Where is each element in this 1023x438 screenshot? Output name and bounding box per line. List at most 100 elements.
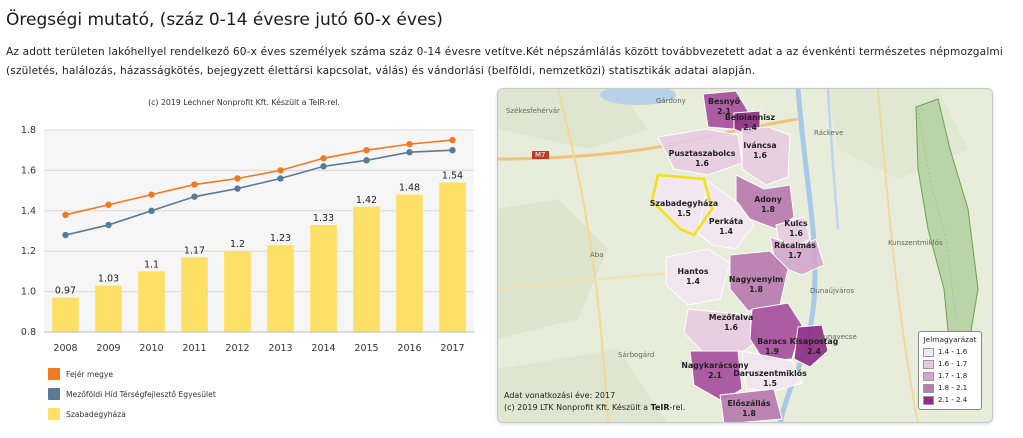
x-tick-label: 2011 xyxy=(182,343,206,354)
settlement-name: Kisapostag xyxy=(789,337,839,346)
legend-item[interactable]: Fejér megye xyxy=(48,364,216,384)
legend-label: Fejér megye xyxy=(66,369,113,379)
terrain-patch xyxy=(498,349,667,422)
place-label: Sárbogárd xyxy=(618,351,655,359)
bar-data-label: 1.2 xyxy=(230,239,245,250)
y-tick-label: 1.2 xyxy=(21,246,36,257)
settlement-name: Mezőfalva xyxy=(708,313,754,322)
series-point-0 xyxy=(191,181,198,188)
settlement-label[interactable]: Szabadegyháza 1.5 xyxy=(650,199,718,219)
settlement-label[interactable]: Nagyvenyim 1.8 xyxy=(729,275,783,295)
map-credit: (c) 2019 LTK Nonprofit Kft. Készült a Te… xyxy=(504,402,685,414)
bar-2014 xyxy=(310,224,337,332)
settlement-value: 1.9 xyxy=(765,347,779,356)
series-line-1 xyxy=(65,149,453,236)
settlement-name: Rácalmás xyxy=(774,241,816,250)
settlement-name: Iváncsa xyxy=(743,141,777,150)
x-tick-label: 2013 xyxy=(268,343,292,354)
settlement-name: Adony xyxy=(754,195,782,204)
settlement-value: 2.4 xyxy=(807,347,821,356)
series-point-1 xyxy=(234,185,241,192)
settlement-name: Kulcs xyxy=(784,219,808,228)
map-credit-brand: TeIR xyxy=(650,403,670,412)
bar-data-label: 1.17 xyxy=(184,245,205,256)
chart-panel: (c) 2019 Lechner Nonprofit Kft. Készült … xyxy=(0,92,488,438)
series-point-0 xyxy=(363,147,370,154)
map-legend-row: 1.8 - 2.1 xyxy=(923,382,977,394)
forest-path xyxy=(917,108,957,320)
place-label: Dunaújváros xyxy=(810,287,855,295)
settlement-label[interactable]: Daruszentmiklós 1.5 xyxy=(733,369,807,389)
x-tick-label: 2017 xyxy=(440,343,464,354)
series-point-0 xyxy=(449,136,456,144)
settlement-value: 1.8 xyxy=(742,409,756,418)
settlement-value: 1.5 xyxy=(677,209,691,218)
y-tick-label: 1.6 xyxy=(21,165,36,176)
map-legend-swatch xyxy=(923,371,934,381)
settlement-value: 1.6 xyxy=(695,159,709,168)
settlement-7 xyxy=(775,216,811,248)
settlement-label[interactable]: Pusztaszabolcs 1.6 xyxy=(669,149,736,169)
bar-2008 xyxy=(52,297,79,332)
settlement-name: Nagyvenyim xyxy=(728,275,784,284)
settlement-label[interactable]: Rácalmás 1.7 xyxy=(774,241,816,261)
settlement-name: Nagykarácsony xyxy=(681,361,749,370)
settlement-6 xyxy=(697,180,755,250)
map-credit-prefix: (c) 2019 LTK Nonprofit Kft. Készült a xyxy=(504,403,651,412)
x-tick-label: 2009 xyxy=(96,343,120,354)
settlement-name: Szabadegyháza xyxy=(649,199,719,208)
settlement-label[interactable]: Kulcs 1.6 xyxy=(784,219,807,239)
settlement-value: 2.4 xyxy=(743,123,757,132)
bar-2012 xyxy=(224,251,251,332)
bar-data-label: 1.42 xyxy=(356,195,377,206)
settlement-label[interactable]: Baracs 1.9 xyxy=(757,337,787,357)
settlement-label[interactable]: Hantos 1.4 xyxy=(677,267,708,287)
map-legend-label: 1.7 - 1.8 xyxy=(938,372,968,380)
legend-item[interactable]: Mezőföldi Híd Térségfejlesztő Egyesület xyxy=(48,384,216,404)
settlement-name: Pusztaszabolcs xyxy=(668,149,736,158)
settlement-name: Előszállás xyxy=(727,399,771,408)
settlement-label[interactable]: Perkáta 1.4 xyxy=(709,217,743,237)
place-label: Aba xyxy=(590,251,604,259)
settlement-label[interactable]: Előszállás 1.8 xyxy=(727,399,770,419)
series-line-0 xyxy=(65,139,453,216)
series-point-1 xyxy=(449,147,456,154)
settlement-label[interactable]: Nagykarácsony 2.1 xyxy=(681,361,748,381)
place-label: Székesfehérvár xyxy=(506,107,560,115)
settlement-value: 1.4 xyxy=(686,277,700,286)
terrain-patch xyxy=(498,199,608,339)
legend-label: Mezőföldi Híd Térségfejlesztő Egyesület xyxy=(66,389,216,399)
map-legend-swatch xyxy=(923,347,934,357)
settlement-label[interactable]: Beloiannisz 2.4 xyxy=(725,113,775,133)
settlement-value: 1.6 xyxy=(789,229,803,238)
settlement-name: Perkáta xyxy=(708,217,744,226)
series-point-1 xyxy=(406,149,413,156)
settlement-label[interactable]: Adony 1.8 xyxy=(754,195,782,215)
map-legend: Jelmagyarázat 1.4 - 1.6 1.6 - 1.7 1.7 - 1.… xyxy=(918,331,982,410)
settlement-label[interactable]: Iváncsa 1.6 xyxy=(743,141,776,161)
series-point-1 xyxy=(148,207,155,214)
map-legend-row: 2.1 - 2.4 xyxy=(923,394,977,406)
settlement-label[interactable]: Kisapostag 2.4 xyxy=(790,337,839,357)
x-tick-label: 2014 xyxy=(311,343,335,354)
settlement-12 xyxy=(749,302,803,362)
lake xyxy=(600,89,676,105)
legend-item[interactable]: Szabadegyháza xyxy=(48,404,216,424)
choropleth-map[interactable]: Besnyő 2.1 Beloiannisz 2.4 Pusztaszabolcs 1.6… xyxy=(497,88,993,423)
settlement-label[interactable]: Besnyő 2.1 xyxy=(708,97,740,117)
settlement-value: 1.6 xyxy=(753,151,767,160)
map-legend-swatch xyxy=(923,383,934,393)
settlement-label[interactable]: Mezőfalva 1.6 xyxy=(709,313,754,333)
settlement-value: 1.8 xyxy=(761,205,775,214)
place-label: Kunszentmiklós xyxy=(888,239,943,247)
settlement-value: 1.4 xyxy=(719,227,733,236)
x-tick-label: 2012 xyxy=(225,343,249,354)
map-credit-suffix: -rel. xyxy=(669,403,686,412)
map-canvas xyxy=(498,89,992,422)
series-point-0 xyxy=(148,191,155,198)
map-legend-label: 2.1 - 2.4 xyxy=(938,396,968,404)
map-legend-title: Jelmagyarázat xyxy=(923,335,977,344)
bar-2016 xyxy=(396,194,423,332)
legend-swatch xyxy=(48,388,60,400)
map-legend-swatch xyxy=(923,359,934,369)
